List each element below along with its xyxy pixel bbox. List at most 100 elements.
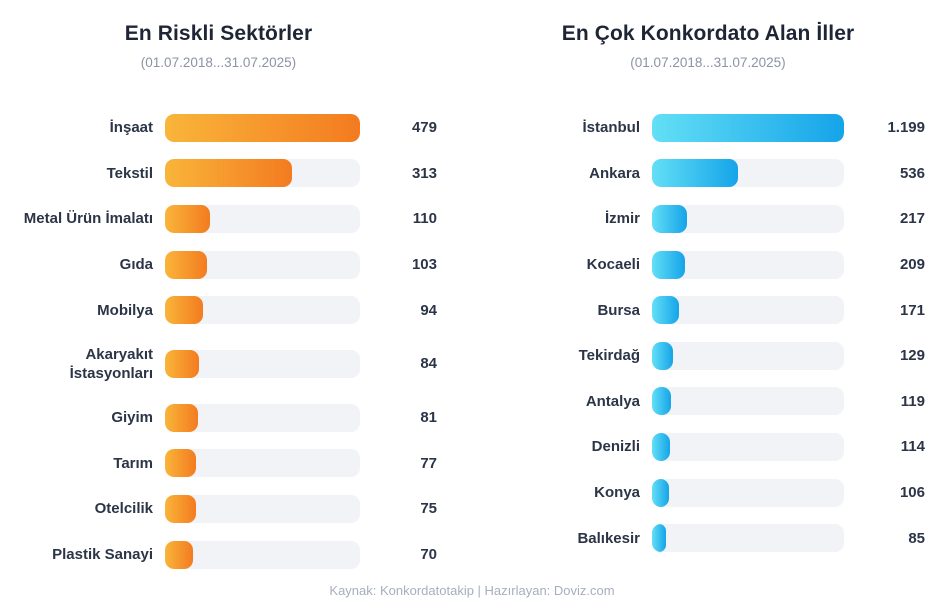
value-label: 1.199 [887, 119, 925, 137]
value-label: 536 [899, 164, 925, 182]
bar [652, 478, 669, 507]
value-label: 217 [899, 210, 925, 228]
bar [652, 296, 680, 325]
chart-row: Mobilya 94 [0, 287, 472, 333]
bar-track [165, 349, 360, 378]
bar-track [652, 432, 844, 461]
bar [165, 449, 197, 478]
chart-row: Balıkesir 85 [472, 515, 944, 561]
category-label: İzmir [604, 210, 640, 228]
category-label: Konya [594, 484, 640, 502]
value-label: 171 [899, 301, 925, 319]
value-label: 84 [420, 355, 437, 373]
category-label: Metal Ürün İmalatı [23, 210, 153, 228]
category-label: Akaryakıt İstasyonları [69, 345, 153, 382]
category-label: Gıda [119, 256, 153, 274]
category-label: Tekstil [106, 164, 153, 182]
value-label: 119 [900, 392, 925, 410]
value-label: 81 [420, 409, 437, 427]
bar-track [165, 159, 360, 188]
bar-track [165, 449, 360, 478]
bar [652, 387, 672, 416]
category-label: Tekirdağ [578, 347, 640, 365]
bar [652, 432, 671, 461]
category-label: Ankara [589, 164, 640, 182]
value-label: 129 [899, 347, 925, 365]
bar-track [652, 341, 844, 370]
value-label: 313 [411, 164, 437, 182]
bar-track [652, 478, 844, 507]
category-label: Plastik Sanayi [52, 546, 153, 564]
category-label: Otelcilik [94, 500, 153, 518]
chart-row: Tekstil 313 [0, 151, 472, 197]
chart-row: Giyim 81 [0, 395, 472, 441]
bar [652, 250, 686, 279]
category-label: Bursa [597, 301, 640, 319]
bar-track [165, 494, 360, 523]
chart-row: Gıda 103 [0, 242, 472, 288]
bar-track [652, 159, 844, 188]
chart-row: Denizli 114 [472, 424, 944, 470]
value-label: 103 [411, 256, 437, 274]
sectors-chart-date-range: (01.07.2018...31.07.2025) [140, 55, 297, 70]
value-label: 77 [420, 454, 437, 472]
value-label: 110 [412, 210, 437, 228]
chart-row: İstanbul 1.199 [472, 105, 944, 151]
category-label: İstanbul [582, 119, 640, 137]
value-label: 114 [900, 438, 925, 456]
chart-row: İzmir 217 [472, 196, 944, 242]
category-label: Tarım [113, 454, 153, 472]
sectors-bar-list: İnşaat 479 Tekstil 313 Metal Ürün İmalatı 110… [0, 105, 472, 577]
bar-track [165, 403, 360, 432]
chart-row: Kocaeli 209 [472, 242, 944, 288]
bar-track [652, 250, 844, 279]
bar [652, 341, 673, 370]
bar-track [165, 540, 360, 569]
category-label: Giyim [111, 409, 153, 427]
chart-row: Tarım 77 [0, 441, 472, 487]
value-label: 209 [899, 256, 925, 274]
cities-chart-panel: En Çok Konkordato Alan İller (01.07.2018… [472, 0, 944, 577]
bar [165, 250, 207, 279]
sectors-chart-header: En Riskli Sektörler (01.07.2018...31.07.… [0, 0, 472, 72]
chart-row: Konya 106 [472, 470, 944, 516]
bar-track [652, 204, 844, 233]
bar-track [165, 250, 360, 279]
bar [652, 204, 687, 233]
category-label: Balıkesir [577, 529, 640, 547]
bar-track [165, 296, 360, 325]
bar [165, 113, 360, 142]
value-label: 85 [908, 529, 925, 547]
bar [165, 159, 293, 188]
category-label: İnşaat [109, 119, 153, 137]
cities-chart-title: En Çok Konkordato Alan İller [561, 22, 855, 45]
value-label: 94 [420, 301, 437, 319]
chart-row: Tekirdağ 129 [472, 333, 944, 379]
sectors-chart-panel: En Riskli Sektörler (01.07.2018...31.07.… [0, 0, 472, 577]
sectors-chart-title: En Riskli Sektörler [124, 22, 313, 45]
category-label: Antalya [585, 392, 640, 410]
bar [165, 349, 200, 378]
value-label: 75 [420, 500, 437, 518]
category-label: Denizli [591, 438, 640, 456]
charts-row: En Riskli Sektörler (01.07.2018...31.07.… [0, 0, 944, 577]
bar [652, 159, 738, 188]
bar-track [652, 524, 844, 553]
category-label: Kocaeli [586, 256, 640, 274]
value-label: 106 [899, 484, 925, 502]
chart-row: Metal Ürün İmalatı 110 [0, 196, 472, 242]
category-label: Mobilya [97, 301, 153, 319]
bar [165, 403, 198, 432]
chart-row: İnşaat 479 [0, 105, 472, 151]
bar [165, 204, 210, 233]
bar-track [165, 204, 360, 233]
chart-row: Plastik Sanayi 70 [0, 532, 472, 578]
chart-row: Akaryakıt İstasyonları 84 [0, 333, 472, 395]
chart-row: Otelcilik 75 [0, 486, 472, 532]
cities-bar-list: İstanbul 1.199 Ankara 536 İzmir 217 Kocaeli 209… [472, 105, 944, 561]
bar [165, 494, 196, 523]
bar-track [652, 113, 844, 142]
cities-chart-date-range: (01.07.2018...31.07.2025) [630, 55, 786, 70]
bar [652, 524, 666, 553]
value-label: 479 [411, 119, 437, 137]
